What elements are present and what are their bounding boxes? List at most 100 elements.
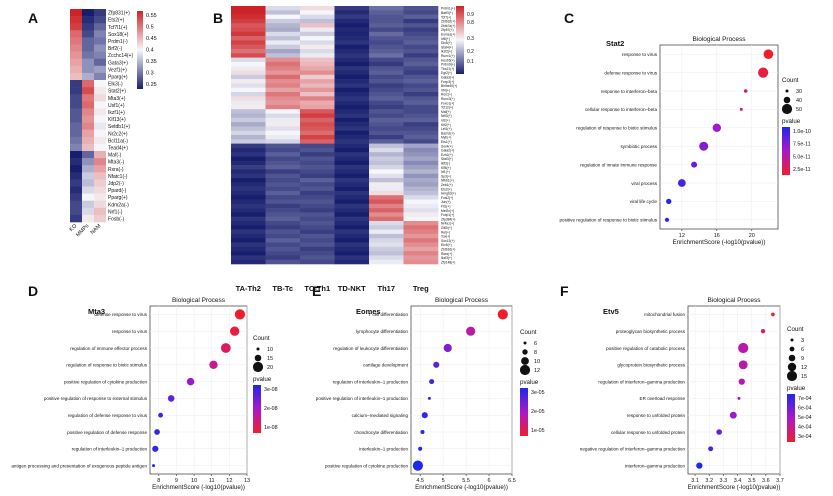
row-label: Ets1(+) bbox=[441, 140, 452, 144]
row-label: Irf4(+) bbox=[441, 88, 450, 92]
heatmap-cell bbox=[231, 182, 266, 187]
data-point bbox=[763, 49, 774, 59]
data-point bbox=[664, 217, 670, 222]
row-label: Nr2c2(+) bbox=[108, 131, 128, 137]
term-label: response to virus bbox=[622, 52, 658, 57]
heatmap-cell bbox=[403, 165, 439, 170]
heatmap-cell bbox=[300, 212, 335, 217]
count-legend-title: Count bbox=[253, 335, 270, 342]
heatmap-cell bbox=[334, 246, 370, 252]
heatmap-cell bbox=[70, 72, 82, 81]
heatmap-cell bbox=[231, 199, 266, 205]
count-legend-dot bbox=[523, 341, 527, 345]
heatmap-cell bbox=[265, 135, 301, 140]
heatmap-cell bbox=[403, 199, 439, 205]
heatmap-cell bbox=[369, 66, 404, 71]
term-label: regulation of response to biotic stimulu… bbox=[66, 363, 147, 368]
heatmap-cell bbox=[334, 195, 370, 200]
heatmap-cell bbox=[82, 72, 94, 81]
heatmap-cell bbox=[82, 122, 94, 130]
term-label: response to interferon–beta bbox=[601, 89, 658, 94]
heatmap-cell bbox=[334, 31, 370, 37]
row-label: Prdm1(-) bbox=[108, 39, 128, 45]
data-point bbox=[427, 396, 431, 400]
row-label: Foxo1(+) bbox=[441, 101, 454, 105]
x-tick-label: 8 bbox=[157, 478, 160, 484]
data-point bbox=[152, 464, 156, 468]
row-label: Ets2(+) bbox=[108, 18, 125, 24]
heatmap-cell bbox=[369, 113, 404, 119]
heatmap-cell bbox=[70, 200, 82, 209]
heatmap-cell bbox=[369, 152, 404, 157]
heatmap-cell bbox=[231, 61, 266, 67]
data-point bbox=[154, 429, 160, 435]
count-legend-label: 12 bbox=[801, 365, 807, 371]
heatmap-cell bbox=[403, 242, 439, 248]
heatmap-cell bbox=[334, 74, 370, 80]
heatmap-cell bbox=[94, 23, 106, 31]
heatmap-cell bbox=[369, 6, 404, 11]
heatmap-cell bbox=[265, 242, 301, 248]
heatmap-cell bbox=[265, 199, 301, 205]
count-legend-dot bbox=[521, 357, 529, 365]
heatmap-cell bbox=[70, 129, 82, 138]
heatmap-cell bbox=[265, 130, 301, 136]
heatmap-cell bbox=[300, 40, 335, 45]
row-label: Zcchc14(+) bbox=[108, 53, 133, 59]
heatmap-cell bbox=[94, 94, 106, 102]
heatmap-cell bbox=[94, 179, 106, 187]
heatmap-cell bbox=[231, 221, 266, 226]
data-point bbox=[738, 360, 748, 370]
row-label: Bhlhe40(+) bbox=[441, 84, 457, 88]
x-tick-label: 13 bbox=[244, 478, 250, 484]
heatmap-cell bbox=[231, 126, 266, 131]
heatmap-cell bbox=[265, 49, 301, 54]
row-label: Ikzf3(+) bbox=[441, 256, 452, 260]
heatmap-cell bbox=[70, 9, 82, 17]
row-label: Nfkb1(+) bbox=[441, 179, 454, 183]
heatmap-cell bbox=[300, 178, 335, 183]
heatmap-cell bbox=[70, 122, 82, 130]
heatmap-cell bbox=[403, 44, 439, 50]
heatmap-cell bbox=[300, 169, 335, 174]
heatmap-cell bbox=[403, 225, 439, 230]
heatmap-cell bbox=[300, 44, 335, 50]
row-label: Eomes(+) bbox=[441, 32, 455, 36]
data-point bbox=[234, 309, 246, 320]
colorbar-tick: 0.4 bbox=[146, 48, 154, 54]
pvalue-tick-label: 2e-08 bbox=[264, 406, 278, 412]
heatmap-cell bbox=[82, 16, 94, 24]
heatmap-cell bbox=[300, 199, 335, 205]
heatmap-cell bbox=[403, 6, 439, 11]
heatmap-cell bbox=[70, 30, 82, 38]
heatmap-cell bbox=[300, 216, 335, 222]
heatmap-cell bbox=[82, 94, 94, 102]
heatmap-cell bbox=[265, 113, 301, 119]
heatmap-cell bbox=[334, 126, 370, 131]
heatmap-cell bbox=[82, 101, 94, 109]
heatmap-cell bbox=[334, 79, 370, 84]
heatmap-cell bbox=[300, 57, 335, 63]
heatmap-cell bbox=[334, 156, 370, 162]
heatmap-cell bbox=[231, 36, 266, 41]
data-point bbox=[158, 412, 163, 418]
column-label: TD-NKT bbox=[338, 284, 366, 293]
heatmap-cell bbox=[334, 238, 370, 243]
heatmap-cell bbox=[265, 74, 301, 80]
heatmap-cell bbox=[300, 251, 335, 256]
heatmap-cell bbox=[300, 233, 335, 239]
heatmap-cell bbox=[369, 87, 404, 93]
heatmap-cell bbox=[403, 40, 439, 45]
heatmap-cell bbox=[265, 139, 301, 144]
row-label: Zfp831(+) bbox=[108, 11, 130, 17]
count-legend-label: 3 bbox=[801, 338, 804, 344]
heatmap-cell bbox=[94, 200, 106, 209]
data-point bbox=[220, 343, 231, 353]
term-label: chondrocyte differentiation bbox=[354, 430, 408, 435]
row-label: Myb(+) bbox=[441, 136, 451, 140]
row-label: Jdp2(-) bbox=[108, 181, 124, 187]
row-label: Tead4(+) bbox=[108, 146, 128, 152]
panel-E: E Eomes Biological Process 4.5 5 5.5 6 6.5Enric… bbox=[312, 283, 545, 491]
heatmap-cell bbox=[403, 104, 439, 110]
data-point bbox=[737, 396, 741, 400]
